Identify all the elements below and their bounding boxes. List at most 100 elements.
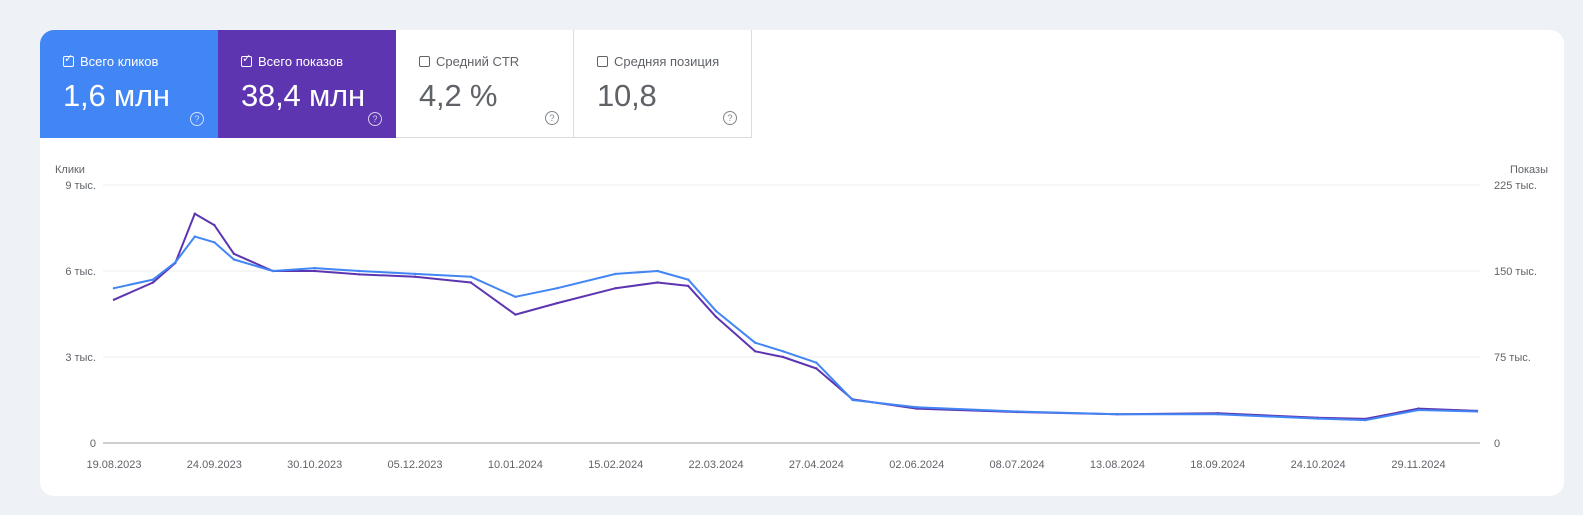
impressions-point [687, 284, 690, 288]
metric-tile-impressions[interactable]: ✓ Всего показов 38,4 млн ? [218, 30, 396, 138]
x-tick-label: 22.03.2024 [689, 459, 744, 471]
x-tick-label: 30.10.2023 [287, 459, 342, 471]
y-tick-label-left: 0 [90, 438, 96, 450]
clicks-point [514, 295, 517, 298]
y-tick-label-left: 6 тыс. [65, 266, 96, 278]
clicks-point [753, 341, 757, 344]
help-icon[interactable]: ? [190, 112, 204, 126]
clicks-point [1417, 408, 1420, 412]
impressions-point [213, 223, 216, 227]
y-axis-title-left: Клики [55, 164, 85, 176]
impressions-point [556, 301, 559, 305]
y-tick-label-left: 3 тыс. [65, 352, 96, 364]
y-axis-title-right: Показы [1510, 164, 1548, 176]
impressions-point [656, 281, 659, 284]
metric-value: 1,6 млн [63, 78, 170, 113]
performance-chart: Клики Показы 0 3 тыс. 6 тыс. 9 тыс. 0 75 тыс… [55, 164, 1548, 471]
metric-label: Средний CTR [436, 54, 520, 69]
impressions-point [753, 350, 757, 353]
impressions-point [313, 269, 316, 273]
clicks-point [781, 350, 785, 353]
grid-lines [103, 184, 1480, 444]
impressions-series-line [113, 212, 1478, 420]
clicks-point [151, 278, 155, 281]
metric-value: 38,4 млн [241, 78, 365, 113]
clicks-point [851, 398, 854, 402]
clicks-point [556, 287, 559, 290]
metric-label: Средняя позиция [614, 54, 720, 69]
metric-tiles: ✓ Всего кликов 1,6 млн ? ✓ Всего показов… [40, 30, 752, 138]
x-tick-label: 27.04.2024 [789, 459, 844, 471]
clicks-point [1316, 417, 1320, 420]
clicks-point [469, 275, 472, 278]
clicks-point [213, 241, 216, 244]
y-tick-label-right: 225 тыс. [1494, 180, 1537, 192]
y-tick-label-left: 9 тыс. [65, 180, 96, 192]
checkbox-unchecked-icon[interactable] [419, 56, 430, 67]
clicks-point [687, 278, 690, 281]
metric-label: Всего показов [258, 54, 343, 69]
help-icon[interactable]: ? [545, 111, 559, 125]
x-tick-label: 24.10.2024 [1291, 459, 1346, 471]
clicks-point [174, 261, 177, 264]
x-tick-label: 10.01.2024 [488, 459, 543, 471]
impressions-point [815, 367, 818, 370]
impressions-point [614, 287, 617, 290]
clicks-point [313, 266, 316, 270]
impressions-point [714, 315, 718, 319]
metric-label: Всего кликов [80, 54, 159, 69]
x-tick-label: 18.09.2024 [1190, 459, 1245, 471]
clicks-point [614, 272, 617, 276]
x-tick-label: 19.08.2023 [86, 459, 141, 471]
x-ticks: 19.08.2023 24.09.2023 30.10.2023 05.12.2023… [86, 459, 1445, 471]
x-tick-label: 05.12.2023 [387, 459, 442, 471]
impressions-point [469, 281, 472, 284]
clicks-series-line [113, 235, 1478, 422]
metric-value: 4,2 % [419, 78, 498, 113]
clicks-point [358, 269, 361, 273]
y-ticks-left: 0 3 тыс. 6 тыс. 9 тыс. [65, 180, 96, 450]
x-tick-label: 02.06.2024 [889, 459, 944, 471]
metric-tile-position[interactable]: Средняя позиция 10,8 ? [574, 30, 752, 138]
x-tick-label: 13.08.2024 [1090, 459, 1145, 471]
clicks-point [1216, 413, 1220, 416]
metric-tile-ctr[interactable]: Средний CTR 4,2 % ? [396, 30, 574, 138]
clicks-point [112, 287, 116, 290]
impressions-point [781, 355, 785, 359]
checkbox-checked-icon[interactable]: ✓ [63, 53, 74, 67]
clicks-point [815, 361, 818, 364]
y-tick-label-right: 0 [1494, 438, 1500, 450]
clicks-point [193, 235, 196, 238]
y-ticks-right: 0 75 тыс. 150 тыс. 225 тыс. [1494, 180, 1537, 450]
clicks-point [1364, 418, 1367, 422]
y-tick-label-right: 75 тыс. [1494, 352, 1531, 364]
clicks-point [413, 272, 417, 276]
clicks-point [1116, 413, 1119, 416]
impressions-point [413, 275, 417, 278]
clicks-point [1015, 410, 1019, 413]
clicks-point [271, 269, 275, 273]
x-tick-label: 15.02.2024 [588, 459, 643, 471]
x-tick-label: 08.07.2024 [990, 459, 1045, 471]
metric-tile-clicks[interactable]: ✓ Всего кликов 1,6 млн ? [40, 30, 218, 138]
impressions-point [151, 281, 155, 284]
impressions-point [112, 298, 116, 301]
clicks-point [656, 269, 659, 273]
clicks-point [232, 258, 236, 261]
clicks-point [1475, 410, 1479, 413]
metric-value: 10,8 [597, 78, 657, 113]
y-tick-label-right: 150 тыс. [1494, 266, 1537, 278]
performance-card: ✓ Всего кликов 1,6 млн ? ✓ Всего показов… [40, 30, 1564, 496]
series-lines [112, 212, 1479, 422]
x-tick-label: 29.11.2024 [1391, 459, 1445, 471]
checkbox-checked-icon[interactable]: ✓ [241, 53, 252, 67]
impressions-point [232, 252, 236, 255]
impressions-point [193, 212, 196, 215]
clicks-point [915, 406, 918, 409]
help-icon[interactable]: ? [723, 111, 737, 125]
checkbox-unchecked-icon[interactable] [597, 56, 608, 67]
impressions-point [358, 273, 361, 276]
clicks-point [714, 309, 718, 313]
impressions-point [514, 313, 517, 316]
help-icon[interactable]: ? [368, 112, 382, 126]
